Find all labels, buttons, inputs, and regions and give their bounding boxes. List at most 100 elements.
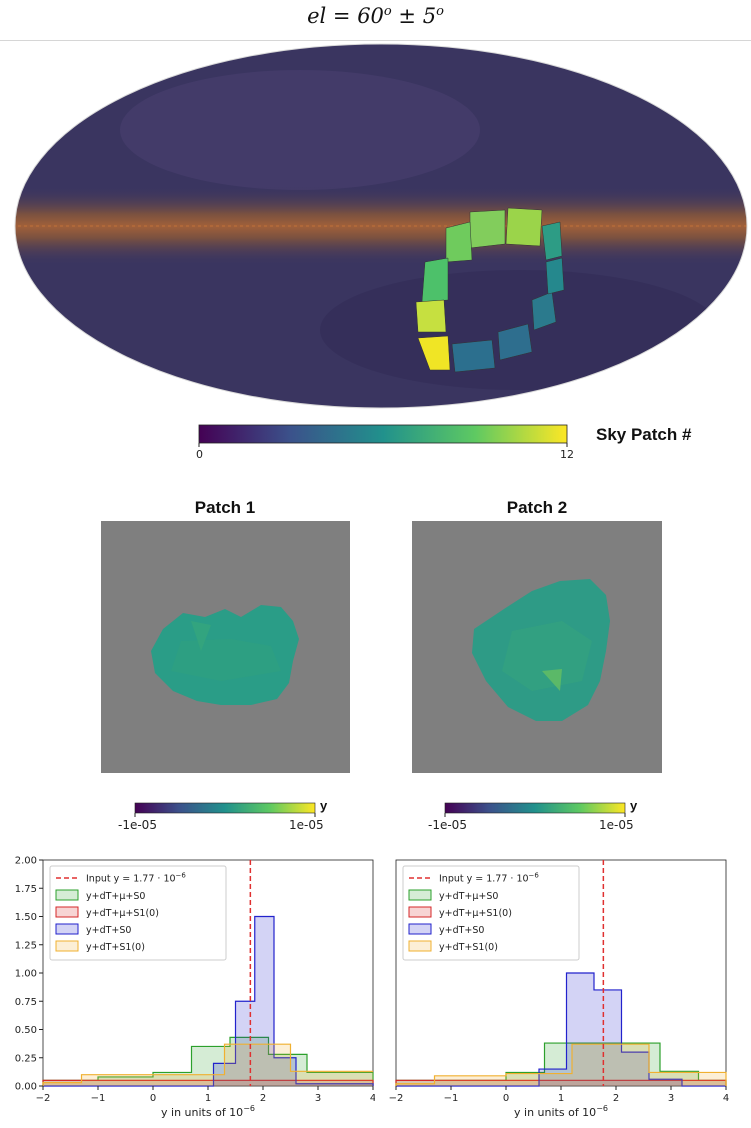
hist-bar <box>230 1080 269 1086</box>
hist-bar <box>671 1080 726 1086</box>
hist-bar <box>506 1080 561 1086</box>
legend-vline-label: Input y = 1.77 · 10−6 <box>439 872 539 885</box>
legend-entry-label: y+dT+μ+S0 <box>439 891 498 902</box>
hist-series-outline <box>395 1043 727 1086</box>
hist-bar <box>224 1044 291 1086</box>
hist-bar <box>290 1071 373 1086</box>
x-tick-label: 3 <box>315 1093 321 1104</box>
x-tick-label: 0 <box>503 1093 509 1104</box>
legend-swatch <box>408 940 432 952</box>
patch-1-colorbar-max: 1e-05 <box>289 818 324 832</box>
histogram-right: −2 −1 0 1 2 3 4 y in units of 10−6 Input y = 1.7… <box>389 859 729 1119</box>
histogram-left: −2 −1 0 1 2 3 4 0.00 0.25 0.50 0.75 1.00 1.25 1.50 1.7… <box>15 856 375 1120</box>
hist-bar <box>76 1080 153 1086</box>
legend-entry-label: y+dT+S1(0) <box>86 942 145 953</box>
hist-bar <box>396 1080 506 1086</box>
y-tick-label: 1.50 <box>15 912 37 923</box>
legend-entry-label: y+dT+S0 <box>439 925 484 936</box>
x-tick-label: −1 <box>444 1093 459 1104</box>
x-tick-label: 2 <box>613 1093 619 1104</box>
hist-bar <box>583 1043 622 1086</box>
x-tick-label: 4 <box>723 1093 729 1104</box>
patch-1-title: Patch 1 <box>194 498 256 517</box>
hist-bar <box>191 1046 230 1086</box>
hist-bar <box>153 1080 192 1086</box>
hist-bar <box>43 1082 82 1086</box>
patch-1-colorbar-min: -1e-05 <box>118 818 157 832</box>
y-tick-label: 2.00 <box>15 856 37 867</box>
sky-patch-ring <box>415 207 565 373</box>
hist-bar <box>698 1080 726 1086</box>
y-tick-label: 1.75 <box>15 884 37 895</box>
x-tick-label: 3 <box>668 1093 674 1104</box>
hist-bar <box>434 1075 506 1086</box>
hist-bar <box>566 973 594 1086</box>
title-divider <box>0 40 751 41</box>
hist-series-outline <box>395 1042 727 1086</box>
legend-entry-label: y+dT+μ+S0 <box>86 891 145 902</box>
hist-series-outline <box>42 1079 374 1086</box>
patch-2-colorbar-max: 1e-05 <box>599 818 634 832</box>
legend-entry-label: y+dT+μ+S1(0) <box>439 908 512 919</box>
y-tick-label: 1.00 <box>15 969 37 980</box>
hist-bar <box>621 1052 649 1086</box>
hist-series-outline <box>396 972 726 1087</box>
hist-bar <box>153 1074 225 1086</box>
patch-2-title: Patch 2 <box>506 498 568 517</box>
patch-2-colorbar-label: y <box>630 798 638 813</box>
legend-swatch <box>55 889 79 901</box>
hist-bar <box>506 1072 545 1086</box>
legend-swatch <box>55 940 79 952</box>
hist-bar <box>396 1083 435 1086</box>
patch-2-colorbar <box>444 802 626 817</box>
x-tick-label: 1 <box>205 1093 211 1104</box>
x-tick-label: 0 <box>150 1093 156 1104</box>
legend-entry-label: y+dT+S1(0) <box>439 942 498 953</box>
x-axis-label: y in units of 10−6 <box>514 1104 608 1119</box>
hist-bar <box>296 1083 373 1086</box>
sky-colorbar-min: 0 <box>196 448 203 461</box>
hist-series-outline <box>42 1036 374 1086</box>
x-tick-label: 2 <box>260 1093 266 1104</box>
patch-2-image <box>412 521 662 773</box>
patch-1-colorbar <box>134 802 316 817</box>
legend-swatch <box>408 923 432 935</box>
sky-colorbar-max: 12 <box>560 448 574 461</box>
sky-map <box>14 43 748 409</box>
hist-bar <box>544 1043 583 1086</box>
hist-bar <box>81 1074 153 1086</box>
hist-bar <box>594 989 622 1086</box>
patch-1-image <box>101 521 350 773</box>
mollweide-outline <box>14 43 748 409</box>
patch-2-colorbar-min: -1e-05 <box>428 818 467 832</box>
hist-bar <box>649 1079 682 1086</box>
x-tick-label: −1 <box>91 1093 106 1104</box>
hist-series-outline <box>42 1043 373 1086</box>
hist-bar <box>561 1080 616 1086</box>
y-tick-label: 0.00 <box>15 1082 37 1093</box>
sky-colorbar-label: Sky Patch # <box>596 425 692 444</box>
legend-box <box>402 865 580 961</box>
hist-bar <box>649 1072 726 1086</box>
legend-swatch <box>408 889 432 901</box>
x-tick-label: −2 <box>36 1093 51 1104</box>
legend-entry-label: y+dT+S0 <box>86 925 131 936</box>
x-tick-label: 1 <box>558 1093 564 1104</box>
x-axis-label: y in units of 10−6 <box>161 1104 255 1119</box>
legend-swatch <box>55 906 79 918</box>
legend-swatch <box>408 906 432 918</box>
legend-box <box>49 865 227 961</box>
legend-vline-label: Input y = 1.77 · 10−6 <box>86 872 186 885</box>
x-tick-label: 4 <box>370 1093 375 1104</box>
hist-series-outline <box>43 915 374 1087</box>
x-tick-label: −2 <box>389 1093 404 1104</box>
hist-bar <box>191 1080 230 1086</box>
patch-1-colorbar-label: y <box>320 798 328 813</box>
sky-colorbar <box>198 424 568 447</box>
y-tick-label: 0.50 <box>15 1025 37 1036</box>
hist-bar <box>230 1037 269 1086</box>
legend-swatch <box>55 923 79 935</box>
hist-bar <box>98 1076 153 1086</box>
hist-bar <box>307 1072 373 1086</box>
hist-bar <box>616 1080 671 1086</box>
